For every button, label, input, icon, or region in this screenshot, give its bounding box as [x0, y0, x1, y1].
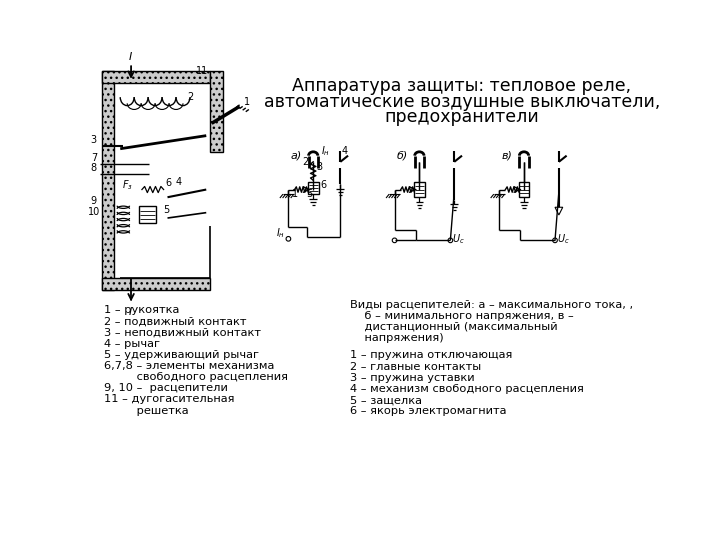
Text: 7: 7 [91, 153, 97, 163]
Bar [414, 182, 425, 197]
Text: 4 – рычаг: 4 – рычаг [104, 339, 160, 348]
Text: автоматические воздушные выключатели,: автоматические воздушные выключатели, [264, 92, 660, 111]
Text: 2 – подвижный контакт: 2 – подвижный контакт [104, 316, 246, 326]
Text: $F_з$: $F_з$ [122, 178, 132, 192]
Text: 11: 11 [197, 66, 209, 76]
Text: дистанционный (максимальный: дистанционный (максимальный [350, 322, 557, 332]
Text: 3: 3 [91, 136, 97, 145]
Bar [307, 182, 319, 194]
Text: $I_н$: $I_н$ [276, 226, 285, 240]
Text: 5: 5 [163, 205, 170, 214]
Text: Виды расцепителей: а – максимального тока, ,: Виды расцепителей: а – максимального ток… [350, 300, 633, 309]
Bar [518, 182, 529, 197]
Text: 9: 9 [91, 196, 97, 206]
Text: $I_н$: $I_н$ [321, 144, 330, 158]
Polygon shape [555, 207, 563, 215]
Text: 2: 2 [302, 157, 309, 167]
Text: 11 – дугогасительная: 11 – дугогасительная [104, 394, 235, 404]
Text: 9, 10 –  расцепители: 9, 10 – расцепители [104, 383, 228, 393]
Text: в): в) [502, 151, 513, 161]
Text: б): б) [397, 151, 408, 161]
Text: 10: 10 [88, 207, 100, 217]
Text: 6 – якорь электромагнита: 6 – якорь электромагнита [350, 406, 506, 416]
Text: 1 – пружина отключающая: 1 – пружина отключающая [350, 350, 512, 361]
Text: решетка: решетка [104, 406, 189, 415]
Text: Аппаратура защиты: тепловое реле,: Аппаратура защиты: тепловое реле, [292, 77, 631, 95]
Text: 4: 4 [175, 177, 181, 187]
Text: 2: 2 [187, 92, 193, 102]
Bar [102, 278, 210, 291]
Text: напряжения): напряжения) [350, 333, 444, 343]
Text: $U_c$: $U_c$ [452, 233, 464, 246]
Text: $U_c$: $U_c$ [557, 233, 570, 246]
Bar [210, 71, 222, 152]
Bar [102, 71, 114, 291]
Text: I: I [129, 307, 132, 318]
Text: 8: 8 [91, 163, 97, 173]
Text: предохранители: предохранители [384, 108, 539, 126]
Text: 6: 6 [165, 178, 171, 188]
Text: а): а) [290, 151, 302, 161]
Text: 3: 3 [316, 161, 323, 172]
Text: 1: 1 [292, 189, 297, 199]
Text: 5 – защелка: 5 – защелка [350, 395, 422, 405]
Text: б – минимального напряжения, в –: б – минимального напряжения, в – [350, 311, 573, 321]
Text: 3 – неподвижный контакт: 3 – неподвижный контакт [104, 327, 261, 338]
Bar [139, 206, 156, 224]
Bar [102, 71, 210, 83]
Text: 4 – механизм свободного расцепления: 4 – механизм свободного расцепления [350, 384, 583, 394]
Text: 4: 4 [342, 146, 348, 156]
Text: I: I [129, 52, 132, 62]
Text: 6: 6 [320, 180, 326, 190]
Text: 5: 5 [306, 189, 312, 199]
Text: 6,7,8 – элементы механизма: 6,7,8 – элементы механизма [104, 361, 274, 371]
Text: 1 – рукоятка: 1 – рукоятка [104, 305, 179, 315]
Text: 2 – главные контакты: 2 – главные контакты [350, 362, 481, 372]
Text: свободного расцепления: свободного расцепления [104, 372, 288, 382]
Text: 5 – удерживающий рычаг: 5 – удерживающий рычаг [104, 350, 259, 360]
Text: 3 – пружина уставки: 3 – пружина уставки [350, 373, 474, 383]
Text: 1: 1 [244, 97, 251, 107]
